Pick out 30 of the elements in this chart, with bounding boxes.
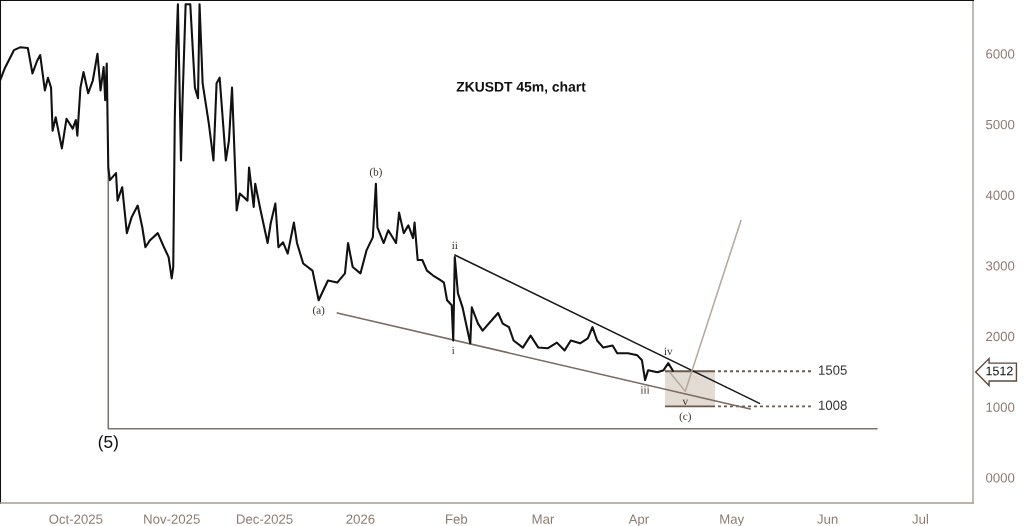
- y-tick-label: 2000: [986, 331, 1015, 342]
- y-tick-label: 0000: [986, 473, 1015, 483]
- y-tick-label: 5000: [986, 119, 1015, 130]
- ref-line-label: 1505: [819, 365, 847, 375]
- x-tick-label: May: [720, 514, 745, 526]
- text: ZKUSDT 45m, chart: [456, 81, 586, 94]
- annotation: ii: [451, 241, 458, 249]
- y-tick-label: 3000: [986, 261, 1015, 271]
- annotation: (b): [369, 167, 382, 178]
- x-tick-label: Nov-2025: [144, 514, 200, 524]
- annotation: iii: [640, 386, 650, 394]
- annotation: (a): [312, 306, 325, 317]
- y-tick-label: 6000: [986, 49, 1015, 59]
- y-tick-label: 1000: [986, 402, 1015, 412]
- x-tick-label: Oct-2025: [49, 514, 103, 524]
- annotation: (5): [98, 435, 118, 452]
- x-tick-label: 2026: [346, 514, 375, 524]
- ref-line-label: 1008: [819, 400, 847, 410]
- y-tick-label: 4000: [985, 190, 1015, 200]
- x-tick-label: Jun: [817, 514, 838, 524]
- x-tick-label: Dec-2025: [237, 514, 293, 524]
- annotation: i: [451, 346, 455, 355]
- x-tick-label: Apr: [628, 514, 649, 526]
- annotation: (c): [679, 412, 691, 423]
- y-tick-label: 1512: [986, 366, 1013, 376]
- annotation: v: [682, 399, 689, 405]
- x-tick-label: Jul: [912, 514, 928, 524]
- x-tick-label: Feb: [446, 514, 468, 524]
- annotation: iv: [664, 347, 673, 356]
- x-tick-label: Mar: [532, 514, 555, 524]
